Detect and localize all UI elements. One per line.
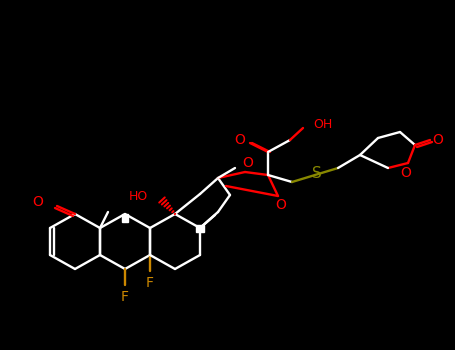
Text: O: O [276, 198, 287, 212]
Text: OH: OH [313, 119, 332, 132]
Text: O: O [243, 156, 253, 170]
Text: O: O [234, 133, 245, 147]
Polygon shape [122, 214, 128, 222]
Text: F: F [121, 290, 129, 304]
Text: O: O [32, 195, 43, 209]
Text: O: O [433, 133, 444, 147]
Text: F: F [146, 276, 154, 290]
Text: O: O [400, 166, 411, 180]
Text: HO: HO [129, 189, 148, 203]
Text: S: S [312, 166, 322, 181]
Polygon shape [196, 225, 204, 232]
